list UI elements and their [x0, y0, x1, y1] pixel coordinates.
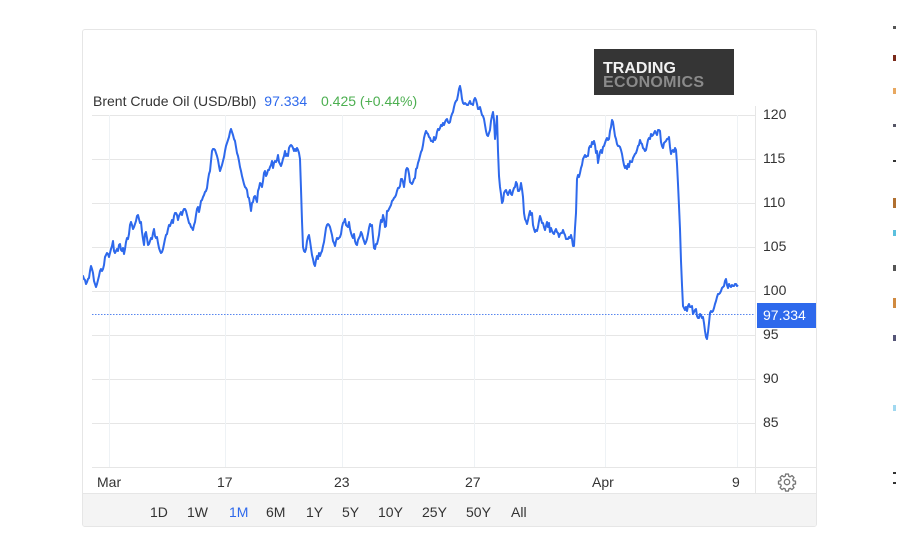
- legend-change: 0.425 (+0.44%): [321, 93, 418, 109]
- x-tick-27: 27: [465, 474, 481, 490]
- range-6m-button[interactable]: 6M: [266, 504, 286, 520]
- price-chart[interactable]: [83, 30, 817, 493]
- price-line: [83, 85, 739, 340]
- cutoff-page-content: [893, 20, 897, 520]
- vertical-gridlines: [109, 115, 738, 467]
- range-all-button[interactable]: All: [511, 504, 527, 520]
- range-50y-button[interactable]: 50Y: [466, 504, 491, 520]
- y-tick-95: 95: [763, 326, 779, 342]
- chart-card: TRADING ECONOMICS Brent Crude Oil (USD/B…: [82, 29, 817, 527]
- x-tick-23: 23: [334, 474, 350, 490]
- x-tick-17: 17: [217, 474, 233, 490]
- time-range-selector: 1D 1W 1M 6M 1Y 5Y 10Y 25Y 50Y All: [83, 493, 816, 527]
- horizontal-gridlines: [92, 115, 755, 468]
- logo-line-2: ECONOMICS: [603, 74, 705, 91]
- y-tick-100: 100: [763, 282, 787, 298]
- range-10y-button[interactable]: 10Y: [378, 504, 403, 520]
- range-1d-button[interactable]: 1D: [150, 504, 168, 520]
- gear-icon[interactable]: [777, 472, 797, 492]
- y-tick-90: 90: [763, 370, 779, 386]
- range-1m-button[interactable]: 1M: [229, 504, 249, 520]
- trading-economics-logo[interactable]: TRADING ECONOMICS: [594, 49, 734, 95]
- y-tick-120: 120: [763, 106, 787, 122]
- y-tick-110: 110: [763, 194, 786, 210]
- y-tick-105: 105: [763, 238, 787, 254]
- logo-line-1: TRADING: [603, 60, 676, 77]
- range-5y-button[interactable]: 5Y: [342, 504, 360, 520]
- range-1y-button[interactable]: 1Y: [306, 504, 324, 520]
- y-tick-85: 85: [763, 414, 779, 430]
- x-tick-9: 9: [732, 474, 740, 490]
- range-1w-button[interactable]: 1W: [187, 504, 208, 520]
- y-tick-115: 115: [763, 150, 786, 166]
- legend-price: 97.334: [264, 93, 308, 109]
- x-tick-apr: Apr: [592, 474, 614, 490]
- legend-title: Brent Crude Oil (USD/Bbl): [93, 93, 257, 109]
- x-tick-mar: Mar: [97, 474, 122, 490]
- active-range-underline: [219, 526, 257, 527]
- range-25y-button[interactable]: 25Y: [422, 504, 447, 520]
- chart-legend: Brent Crude Oil (USD/Bbl) 97.334 0.425 (…: [93, 93, 417, 109]
- last-value-badge: 97.334: [757, 303, 816, 328]
